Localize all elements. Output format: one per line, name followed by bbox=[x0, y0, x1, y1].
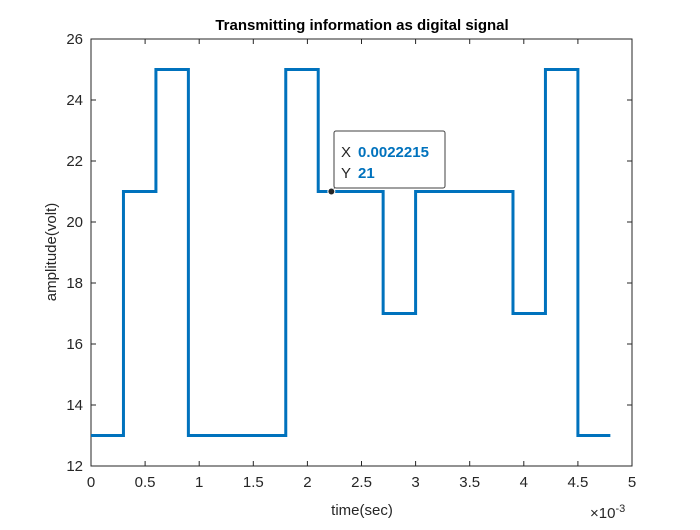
y-axis-label: amplitude(volt) bbox=[43, 203, 60, 301]
x-axis-exponent-power: -3 bbox=[615, 503, 625, 515]
x-tick-label: 3.5 bbox=[459, 474, 480, 491]
y-tick-label: 24 bbox=[66, 92, 83, 109]
y-tick-label: 18 bbox=[66, 275, 83, 292]
x-tick-label: 4 bbox=[520, 474, 528, 491]
plot-area bbox=[90, 38, 633, 467]
data-tip-box bbox=[333, 130, 446, 189]
x-tick-label: 5 bbox=[628, 474, 636, 491]
axis-tick-labels: 0 0.5 1 1.5 2 2.5 3 3.5 4 4.5 5 12 14 16 18 20 22 24 26 bbox=[66, 31, 636, 491]
x-axis-exponent-base: ×10 bbox=[590, 505, 615, 522]
x-tick-label: 4.5 bbox=[567, 474, 588, 491]
signal-series-line bbox=[91, 68, 611, 437]
x-axis-exponent: ×10-3 bbox=[590, 503, 625, 522]
x-tick-label: 2.5 bbox=[351, 474, 372, 491]
data-tip-marker[interactable] bbox=[327, 187, 336, 196]
data-tip[interactable]: X 0.0022215 Y 21 bbox=[327, 130, 446, 196]
x-tick-label: 1 bbox=[195, 474, 203, 491]
y-tick-label: 26 bbox=[66, 31, 83, 48]
data-tip-x-value: 0.0022215 bbox=[358, 144, 429, 161]
y-tick-label: 14 bbox=[66, 397, 83, 414]
y-tick-label: 12 bbox=[66, 458, 83, 475]
x-axis-label: time(sec) bbox=[331, 502, 393, 519]
chart-title: Transmitting information as digital sign… bbox=[215, 17, 508, 34]
y-tick-label: 22 bbox=[66, 153, 83, 170]
data-tip-x-key: X bbox=[341, 144, 351, 161]
data-tip-y-value: 21 bbox=[358, 165, 375, 182]
x-tick-label: 0.5 bbox=[135, 474, 156, 491]
x-tick-label: 2 bbox=[303, 474, 311, 491]
data-tip-y-key: Y bbox=[341, 165, 351, 182]
y-tick-label: 20 bbox=[66, 214, 83, 231]
x-tick-label: 1.5 bbox=[243, 474, 264, 491]
y-tick-label: 16 bbox=[66, 336, 83, 353]
axis-ticks bbox=[90, 38, 633, 467]
x-tick-label: 3 bbox=[411, 474, 419, 491]
x-tick-label: 0 bbox=[87, 474, 95, 491]
